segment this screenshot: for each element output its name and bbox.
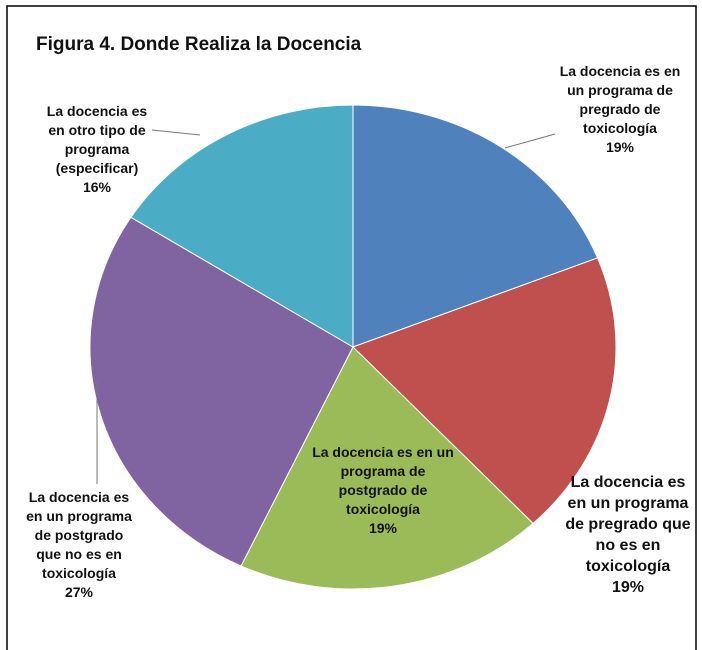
slice-label: La docencia es en un programa de pregrad… [552, 62, 688, 157]
pie-slice [89, 216, 354, 567]
value-label: 19% [611, 579, 645, 596]
category-label: La docencia es en un programa de postgra… [26, 489, 132, 581]
value-label: 16% [82, 179, 112, 195]
leader-line [151, 129, 201, 136]
category-label: La docencia es en otro tipo de programa … [46, 103, 148, 176]
pie-slice [352, 104, 599, 348]
slice-label: La docencia es en otro tipo de programa … [38, 102, 156, 197]
value-label: 27% [64, 584, 94, 600]
leader-line [504, 133, 556, 149]
pie-slice [240, 346, 534, 590]
category-label: La docencia es en un programa de pregrad… [559, 63, 681, 136]
slice-label: La docencia es en un programa de postgra… [24, 488, 134, 602]
value-label: 19% [605, 139, 635, 155]
value-label: 19% [368, 520, 398, 536]
category-label: La docencia es en un programa de postgra… [312, 444, 454, 517]
pie [89, 104, 617, 590]
slice-label: La docencia es en un programa de postgra… [308, 443, 458, 538]
frame [6, 5, 697, 650]
category-label: La docencia es en un programa de pregrad… [565, 474, 691, 575]
chart-title: Figura 4. Donde Realiza la Docencia [36, 34, 362, 55]
pie-slice [130, 104, 354, 348]
pie-slice [352, 257, 617, 525]
slice-label: La docencia es en un programa de pregrad… [562, 472, 694, 598]
